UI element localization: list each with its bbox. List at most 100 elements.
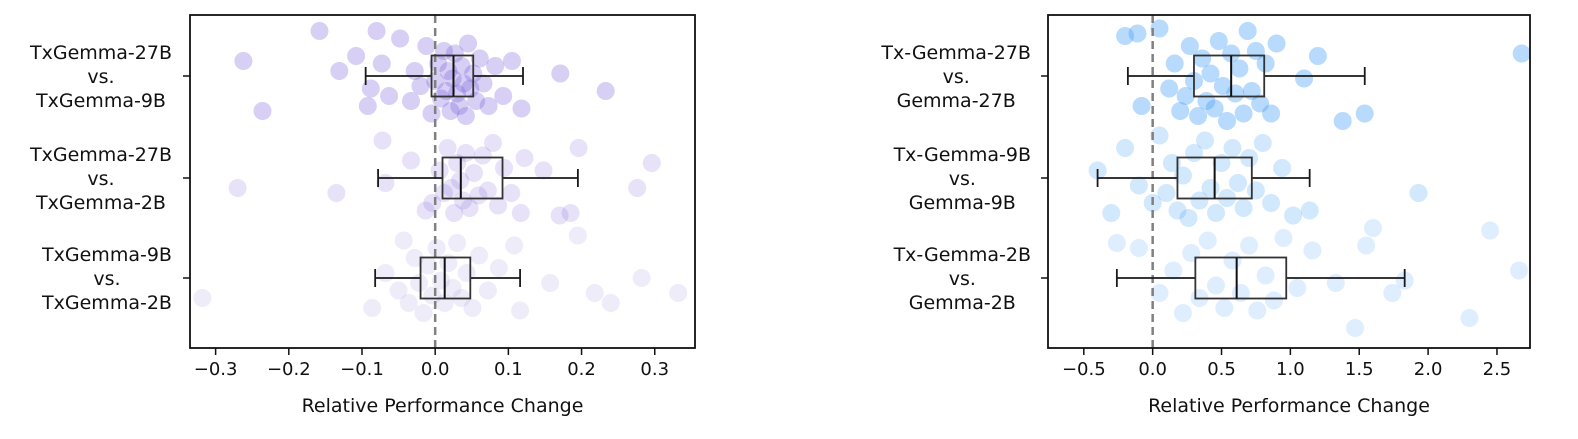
data-point — [1107, 234, 1126, 252]
data-point — [1481, 221, 1500, 240]
data-point — [550, 206, 569, 225]
left-panel: −0.3 −0.2 −0.1 0.0 0.1 0.2 0.3 Relative Perform… — [29, 14, 696, 417]
y-tick-label: Tx-Gemma-27B vs. Gemma-27B — [880, 42, 1031, 112]
y-tick-label: Tx-Gemma-9B vs. Gemma-9B — [893, 144, 1031, 214]
y-tick-label-line: vs. — [93, 268, 120, 290]
data-point — [465, 164, 483, 182]
data-point — [1207, 276, 1225, 295]
data-point — [1162, 154, 1181, 172]
data-point — [1238, 22, 1257, 40]
data-point — [1256, 54, 1275, 73]
data-point — [1274, 229, 1293, 247]
data-point — [1308, 47, 1327, 65]
y-tick-label: Tx-Gemma-2B vs. Gemma-2B — [893, 244, 1031, 314]
box-plot-2 — [1096, 156, 1311, 200]
data-point — [422, 104, 441, 123]
data-point — [423, 194, 442, 212]
x-tick-label: 0.5 — [1207, 359, 1236, 380]
x-tick-label: 2.0 — [1414, 359, 1443, 380]
y-tick-label-line: Tx-Gemma-27B — [880, 42, 1031, 64]
data-point — [405, 249, 424, 267]
data-point — [628, 179, 647, 197]
data-point — [402, 92, 420, 110]
data-point — [489, 196, 508, 215]
series-points-2 — [1088, 126, 1428, 227]
y-tick-label-line: vs. — [943, 66, 970, 88]
data-point — [1174, 304, 1192, 322]
box-plot-1 — [364, 54, 524, 98]
data-point — [441, 102, 460, 120]
data-point — [568, 226, 587, 245]
data-point — [1129, 239, 1148, 257]
data-point — [430, 161, 449, 180]
data-point — [478, 281, 497, 300]
data-point — [402, 151, 420, 170]
data-point — [1157, 184, 1176, 202]
box-iqr — [1194, 256, 1288, 300]
data-point — [380, 87, 399, 105]
x-tick-label: −0.2 — [267, 359, 311, 380]
data-point — [479, 97, 498, 115]
series-points-2 — [228, 131, 661, 225]
y-tick-label-line: Gemma-27B — [897, 90, 1016, 112]
data-point — [1205, 99, 1224, 118]
data-point — [596, 82, 615, 100]
data-point — [310, 22, 329, 40]
data-point — [1262, 104, 1281, 123]
data-point — [1218, 112, 1236, 130]
data-point — [495, 159, 513, 177]
y-tick-label-line: vs. — [87, 66, 114, 88]
data-point — [632, 269, 651, 287]
data-point — [1253, 134, 1272, 152]
data-point — [367, 22, 386, 40]
data-point — [1164, 261, 1183, 280]
data-point — [1226, 84, 1245, 103]
data-point — [1300, 201, 1319, 220]
data-point — [394, 231, 413, 250]
y-tick-label: TxGemma-9B vs. TxGemma-2B — [41, 244, 172, 314]
data-point — [1189, 107, 1208, 125]
data-point — [1510, 261, 1528, 280]
data-point — [503, 52, 521, 70]
data-point — [1150, 284, 1169, 302]
x-axis-label: Relative Performance Change — [1148, 395, 1430, 417]
data-point — [1132, 97, 1151, 115]
data-point — [486, 57, 505, 75]
data-point — [1303, 241, 1322, 260]
data-point — [427, 239, 446, 257]
data-point — [1346, 319, 1365, 337]
data-point — [1201, 179, 1220, 197]
y-tick-label-line: TxGemma-27B — [29, 42, 172, 64]
data-point — [442, 179, 461, 197]
data-point — [437, 82, 456, 100]
data-point — [376, 174, 395, 192]
data-point — [1383, 284, 1402, 302]
data-point — [1256, 266, 1275, 285]
data-point — [372, 54, 391, 73]
data-point — [1333, 112, 1352, 130]
box-plot-1 — [1126, 54, 1366, 98]
data-point — [411, 77, 430, 95]
data-point — [1222, 44, 1241, 63]
x-tick-label: 0.1 — [494, 359, 523, 380]
y-tick-label-line: TxGemma-2B — [35, 192, 166, 214]
data-point — [358, 97, 377, 115]
data-point — [1357, 236, 1376, 255]
x-axis-label: Relative Performance Change — [302, 395, 584, 417]
data-point — [1209, 32, 1228, 50]
data-point — [1160, 79, 1179, 98]
data-point — [410, 274, 429, 292]
data-point — [474, 74, 493, 93]
data-point — [470, 246, 489, 265]
data-point — [361, 79, 380, 98]
x-tick-label: 2.5 — [1483, 359, 1512, 380]
data-point — [502, 184, 521, 202]
data-point — [417, 37, 436, 55]
data-point — [1207, 204, 1225, 222]
data-point — [438, 139, 457, 157]
data-point — [456, 144, 475, 162]
x-tick-label: 1.5 — [1345, 359, 1374, 380]
x-tick-label: 0.0 — [1138, 359, 1167, 380]
data-point — [1355, 104, 1374, 123]
data-point — [511, 204, 530, 222]
